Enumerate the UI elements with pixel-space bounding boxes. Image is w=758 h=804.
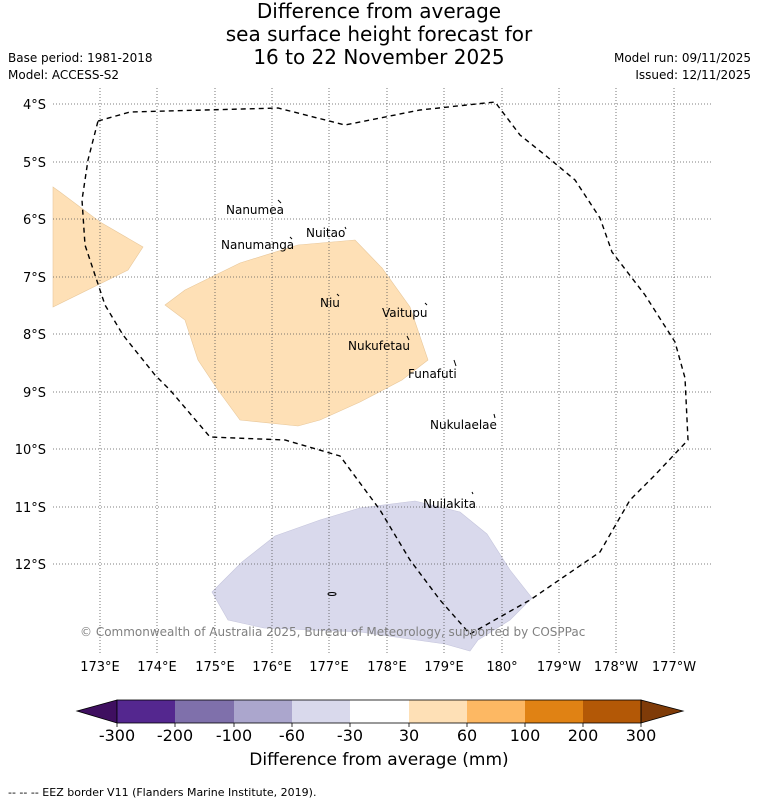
title-line-3: 16 to 22 November 2025 <box>253 45 505 69</box>
anomaly-patch-negative-south <box>211 500 533 652</box>
island-label-nanumea: Nanumea <box>226 203 284 217</box>
anomaly-patch-positive-central <box>164 239 429 427</box>
island-markers <box>277 199 496 596</box>
colorbar-bin <box>117 700 175 723</box>
colorbar-bin <box>583 700 641 723</box>
lat-label: 11°S <box>15 501 46 516</box>
colorbar-tick-label: -100 <box>216 726 252 745</box>
island-marker-vaitupu <box>424 302 428 306</box>
lon-label: 174°E <box>137 660 177 675</box>
colorbar-tick-label: -300 <box>99 726 135 745</box>
island-marker-funafuti <box>453 359 457 367</box>
header-left: Base period: 1981-2018 Model: ACCESS-S2 <box>8 50 153 84</box>
colorbar-frame <box>116 699 642 724</box>
island-label-nukufetau: Nukufetau <box>348 339 410 353</box>
lon-label: 178°E <box>367 660 407 675</box>
lon-label: 180° <box>486 660 517 675</box>
island-marker-nuilakita <box>471 491 474 495</box>
lat-label: 5°S <box>23 156 46 171</box>
colorbar-bin <box>234 700 292 723</box>
colorbar: -300 -200 -100 -60 -30 30 60 100 200 300 <box>75 699 685 745</box>
colorbar-extend-high <box>640 699 685 724</box>
island-label-nukulaelae: Nukulaelae <box>430 418 497 432</box>
colorbar-bin <box>292 700 350 723</box>
lat-label: 12°S <box>15 558 46 573</box>
colorbar-extend-low <box>75 699 118 724</box>
island-marker-nukulaelae <box>493 413 496 419</box>
lat-label: 10°S <box>15 443 46 458</box>
lon-label: 177°E <box>309 660 349 675</box>
colorbar-tick-label: 30 <box>399 726 419 745</box>
colorbar-tick-label: 60 <box>457 726 477 745</box>
island-label-vaitupu: Vaitupu <box>382 306 428 320</box>
colorbar-tick-label: 200 <box>568 726 599 745</box>
map-title: Difference from average sea surface heig… <box>0 0 758 69</box>
colorbar-title: Difference from average (mm) <box>249 750 509 770</box>
lat-label: 9°S <box>23 386 46 401</box>
lon-label: 176°E <box>252 660 292 675</box>
colorbar-bin <box>350 700 409 723</box>
title-line-2: sea surface height forecast for <box>225 22 533 46</box>
base-period: Base period: 1981-2018 <box>8 51 153 65</box>
colorbar-tick-label: -200 <box>157 726 193 745</box>
issued-date: Issued: 12/11/2025 <box>635 68 751 82</box>
island-labels: Nanumea Nuitao Nanumanga Niu Vaitupu Nuk… <box>221 203 497 511</box>
island-label-nuitao: Nuitao <box>306 226 345 240</box>
island-marker-nuitao <box>344 226 347 230</box>
lon-labels: 173°E 174°E 175°E 176°E 177°E 178°E 179°… <box>80 660 696 675</box>
lon-label: 179°E <box>424 660 464 675</box>
lon-label: 173°E <box>80 660 120 675</box>
island-label-niu: Niu <box>320 296 340 310</box>
colorbar-bin <box>409 700 467 723</box>
colorbar-bin <box>525 700 583 723</box>
header-right: Model run: 09/11/2025 Issued: 12/11/2025 <box>614 50 751 84</box>
colorbar-bin <box>175 700 234 723</box>
colorbar-tick-label: 100 <box>510 726 541 745</box>
colorbar-tick-label: -30 <box>337 726 363 745</box>
island-marker-nanumea <box>277 199 282 204</box>
lat-gridlines <box>53 103 713 565</box>
anomaly-patch-positive-west <box>52 186 144 308</box>
colorbar-tick-labels: -300 -200 -100 -60 -30 30 60 100 200 300 <box>99 726 656 745</box>
eez-footnote: -- -- -- EEZ border V11 (Flanders Marine… <box>8 786 317 799</box>
lat-label: 8°S <box>23 328 46 343</box>
island-label-nanumanga: Nanumanga <box>221 238 294 252</box>
island-marker-niu <box>336 293 340 297</box>
island-label-funafuti: Funafuti <box>408 367 457 381</box>
lon-label: 175°E <box>195 660 235 675</box>
copyright-notice: © Commonwealth of Australia 2025, Bureau… <box>80 625 585 639</box>
island-label-nuilakita: Nuilakita <box>423 497 476 511</box>
island-marker-nukufetau <box>406 335 410 341</box>
lon-label: 179°W <box>537 660 581 675</box>
model-run: Model run: 09/11/2025 <box>613 51 751 65</box>
colorbar-ticks <box>116 723 642 727</box>
lon-label: 178°W <box>594 660 638 675</box>
lon-label: 177°W <box>652 660 696 675</box>
model-name: Model: ACCESS-S2 <box>8 68 120 82</box>
reef-marker <box>327 592 337 596</box>
lat-labels: 4°S 5°S 6°S 7°S 8°S 9°S 10°S 11°S 12°S <box>15 98 46 573</box>
island-marker-nanumanga <box>289 236 293 240</box>
lat-label: 7°S <box>23 271 46 286</box>
colorbar-tick-label: 300 <box>626 726 657 745</box>
colorbar-bin <box>467 700 525 723</box>
colorbar-tick-label: -60 <box>279 726 305 745</box>
lat-label: 4°S <box>23 98 46 113</box>
lat-label: 6°S <box>23 213 46 228</box>
title-line-1: Difference from average <box>256 0 502 23</box>
